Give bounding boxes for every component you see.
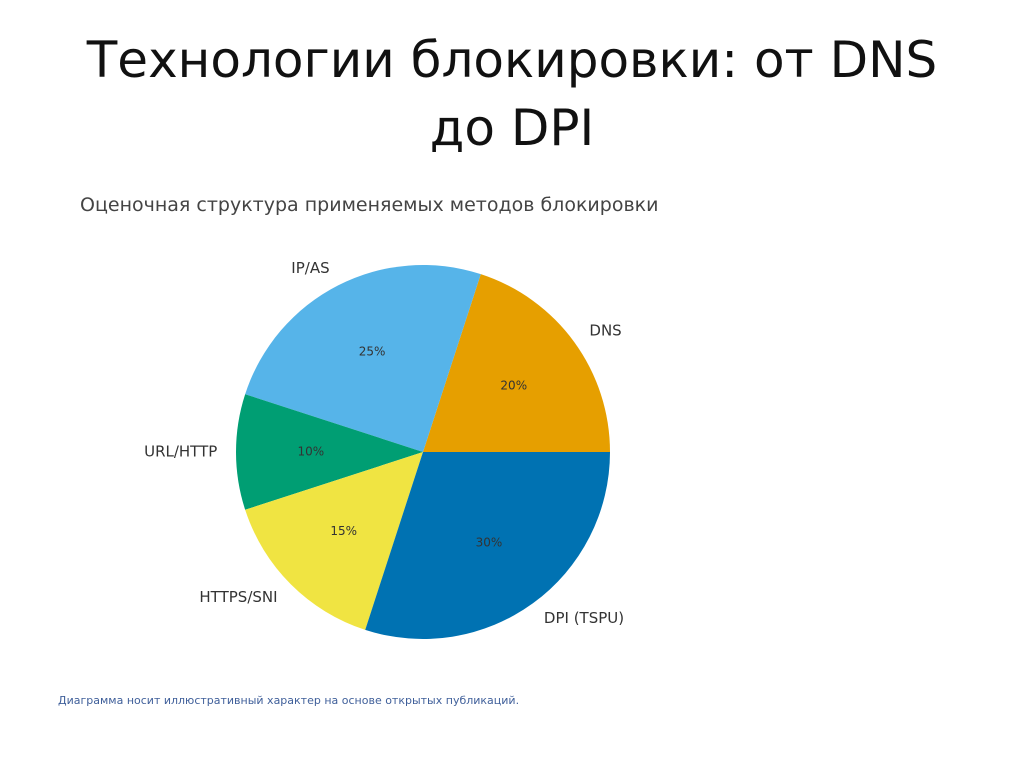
- pie-slices: [236, 265, 610, 640]
- slice-label-dns: DNS: [589, 322, 621, 340]
- slide-title-line-1: Технологии блокировки: от DNS: [86, 31, 938, 89]
- slice-value-url-http: 10%: [297, 445, 324, 459]
- slice-value-dpi-tspu: 30%: [476, 535, 503, 549]
- pie-slice-url-http: [236, 394, 423, 510]
- pie-labels: DNS 20% IP/AS 25% URL/HTTP 10% HTTPS/SNI 15% DPI…: [144, 259, 624, 627]
- slice-label-url-http: URL/HTTP: [144, 443, 217, 461]
- chart-title: Оценочная структура применяемых методов …: [80, 194, 658, 216]
- slide-title-line-2: до DPI: [429, 99, 595, 157]
- slide-title: Технологии блокировки: от DNS до DPI: [0, 26, 1024, 162]
- slice-label-dpi-tspu: DPI (TSPU): [544, 609, 624, 627]
- pie-slice-dns: [423, 274, 610, 452]
- slice-value-dns: 20%: [500, 379, 527, 393]
- pie-slice-https-sni: [245, 452, 423, 630]
- slice-value-ip-as: 25%: [359, 345, 386, 359]
- pie-slice-ip-as: [245, 265, 481, 452]
- chart-caption: Диаграмма носит иллюстративный характер …: [58, 694, 520, 707]
- slice-label-https-sni: HTTPS/SNI: [199, 588, 277, 606]
- slice-value-https-sni: 15%: [330, 524, 357, 538]
- pie-slice-dpi-tspu: [365, 452, 610, 640]
- slice-label-ip-as: IP/AS: [291, 259, 329, 277]
